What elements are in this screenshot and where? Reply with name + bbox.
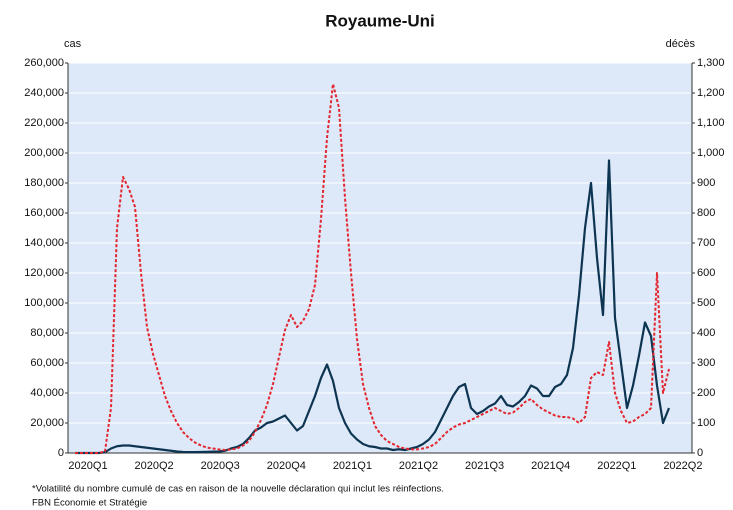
y-tick-label: 0	[58, 447, 64, 459]
y2-tick-label: 600	[697, 267, 715, 279]
y-tick-label: 140,000	[24, 237, 64, 249]
series-line	[75, 83, 670, 454]
x-tick-label: 2021Q3	[465, 460, 504, 472]
plot-area	[68, 63, 692, 453]
y2-tick-label: 400	[697, 327, 715, 339]
y-axis-label: cas	[64, 38, 82, 50]
y2-tick-label: 1,200	[697, 87, 725, 99]
y-tick-label: 160,000	[24, 207, 64, 219]
y-tick-label: 180,000	[24, 177, 64, 189]
x-tick-label: 2022Q1	[597, 460, 636, 472]
y2-tick-label: 1,100	[697, 117, 725, 129]
footnote: *Volatilité du nombre cumulé de cas en r…	[32, 484, 444, 495]
y-tick-label: 220,000	[24, 117, 64, 129]
x-tick-label: 2021Q1	[333, 460, 372, 472]
series-line	[75, 159, 671, 455]
x-tick-label: 2022Q2	[663, 460, 702, 472]
y-tick-label: 120,000	[24, 267, 64, 279]
y2-tick-label: 500	[697, 297, 715, 309]
x-tick-label: 2020Q4	[267, 460, 306, 472]
source: FBN Économie et Stratégie	[32, 498, 147, 509]
y-tick-label: 100,000	[24, 297, 64, 309]
y2-tick-label: 800	[697, 207, 715, 219]
x-tick-label: 2020Q1	[68, 460, 107, 472]
y2-tick-label: 900	[697, 177, 715, 189]
x-tick-label: 2020Q3	[201, 460, 240, 472]
y2-tick-label: 300	[697, 357, 715, 369]
x-tick-label: 2021Q2	[399, 460, 438, 472]
y2-tick-label: 0	[697, 447, 703, 459]
y2-tick-label: 1,300	[697, 57, 725, 69]
y2-tick-label: 100	[697, 417, 715, 429]
y2-axis-label: décès	[666, 38, 696, 50]
y2-tick-label: 700	[697, 237, 715, 249]
y2-tick-label: 1,000	[697, 147, 725, 159]
y-tick-label: 40,000	[30, 387, 64, 399]
chart-title: Royaume-Uni	[325, 11, 435, 30]
y-tick-label: 260,000	[24, 57, 64, 69]
y-tick-label: 240,000	[24, 87, 64, 99]
x-tick-label: 2021Q4	[531, 460, 570, 472]
y-tick-label: 20,000	[30, 417, 64, 429]
y-tick-label: 200,000	[24, 147, 64, 159]
x-tick-label: 2020Q2	[135, 460, 174, 472]
y-tick-label: 60,000	[30, 357, 64, 369]
y2-tick-label: 200	[697, 387, 715, 399]
y-tick-label: 80,000	[30, 327, 64, 339]
